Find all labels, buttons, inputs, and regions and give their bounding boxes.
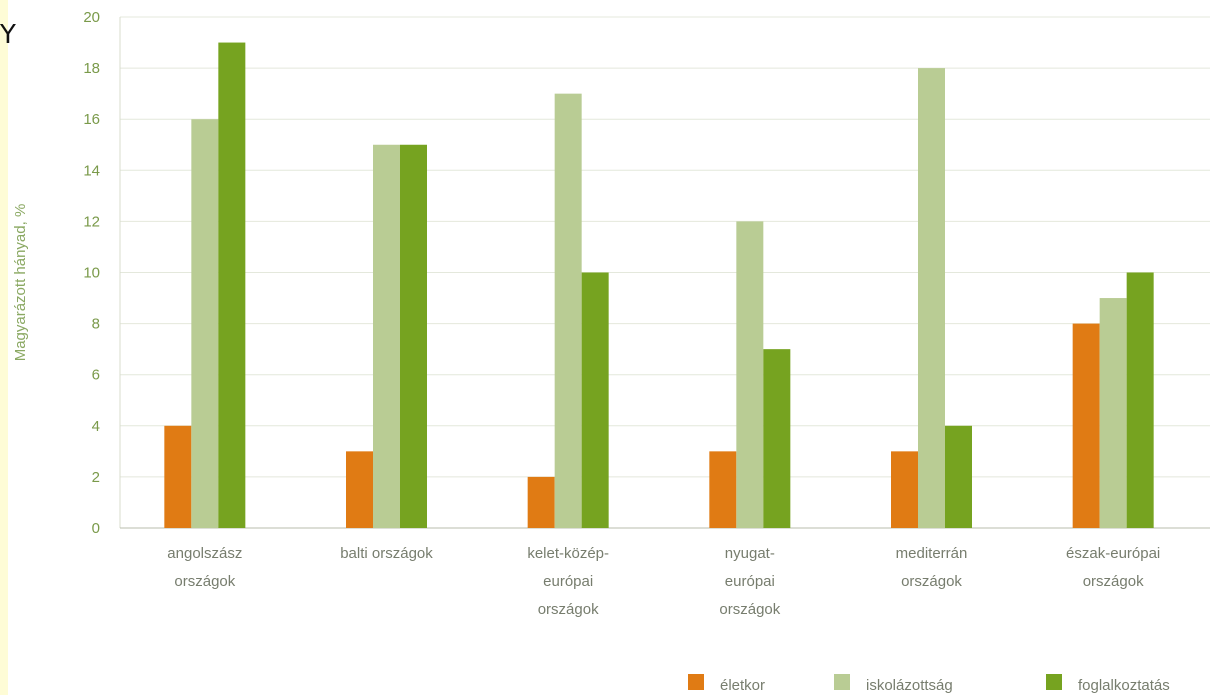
bar-foglalkoztatás xyxy=(581,272,609,528)
x-category-label: európai xyxy=(725,573,775,590)
legend-label: iskolázottság xyxy=(866,677,953,694)
x-category-label: mediterrán xyxy=(896,545,968,562)
y-tick-label: 8 xyxy=(92,316,100,333)
legend-swatch xyxy=(688,674,704,690)
legend-swatch xyxy=(1046,674,1062,690)
x-category-label: országok xyxy=(719,601,780,618)
bar-foglalkoztatás xyxy=(763,349,791,528)
x-category-label: kelet-közép- xyxy=(527,545,609,562)
x-category-label: észak-európai xyxy=(1066,545,1160,562)
bar-életkor xyxy=(164,425,192,528)
x-category-label: országok xyxy=(901,573,962,590)
legend-label: foglalkoztatás xyxy=(1078,677,1170,694)
corner-mark: Y xyxy=(0,20,16,50)
x-category-label: angolszász xyxy=(167,545,242,562)
bar-életkor xyxy=(527,476,555,528)
y-tick-label: 0 xyxy=(92,520,100,537)
bar-életkor xyxy=(346,451,373,528)
bar-foglalkoztatás xyxy=(218,42,246,529)
y-tick-label: 6 xyxy=(92,367,100,384)
legend-swatch xyxy=(834,674,850,690)
y-axis-label: Magyarázott hányad, % xyxy=(12,204,29,362)
bar-iskolázottság xyxy=(554,93,582,529)
bar-életkor xyxy=(1072,323,1100,528)
x-category-label: országok xyxy=(1083,573,1144,590)
bar-foglalkoztatás xyxy=(945,425,972,528)
bar-életkor xyxy=(891,451,918,528)
y-tick-label: 10 xyxy=(83,265,100,282)
bar-iskolázottság xyxy=(191,119,219,528)
bar-iskolázottság xyxy=(918,68,945,528)
y-tick-label: 4 xyxy=(92,418,100,435)
bar-iskolázottság xyxy=(1099,298,1127,528)
y-tick-label: 12 xyxy=(83,213,100,230)
x-category-label: országok xyxy=(538,601,599,618)
x-category-label: európai xyxy=(543,573,593,590)
legend-label: életkor xyxy=(720,677,765,694)
bar-foglalkoztatás xyxy=(400,144,427,528)
y-tick-label: 20 xyxy=(83,9,100,26)
bar-iskolázottság xyxy=(373,144,400,528)
y-tick-label: 14 xyxy=(83,162,100,179)
y-tick-label: 2 xyxy=(92,469,100,486)
x-category-label: országok xyxy=(174,573,235,590)
x-category-label: nyugat- xyxy=(725,545,775,562)
bar-életkor xyxy=(709,451,737,528)
x-category-label: balti országok xyxy=(340,545,433,562)
bar-foglalkoztatás xyxy=(1126,272,1154,528)
y-tick-label: 16 xyxy=(83,111,100,128)
bar-iskolázottság xyxy=(736,221,764,528)
y-tick-label: 18 xyxy=(83,60,100,77)
